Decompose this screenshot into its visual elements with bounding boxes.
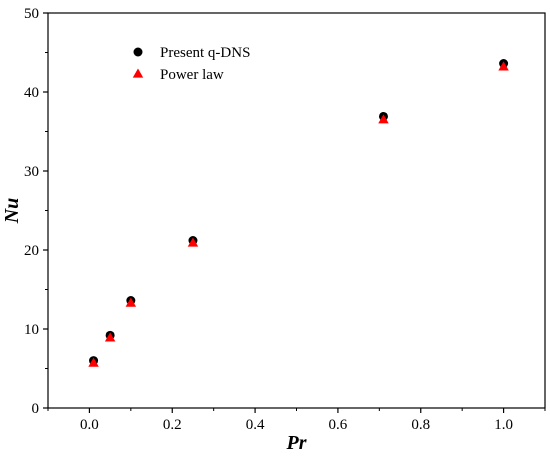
legend-label-present-q-dns: Present q-DNS [160,45,250,61]
x-tick-label: 0.6 [329,417,348,433]
point-power-law [187,237,199,247]
data-points [88,59,509,367]
legend-marker-circle [133,47,143,57]
y-tick-label: 40 [24,85,39,101]
legend-item-present-q-dns: Present q-DNS [133,45,250,61]
point-power-law [378,114,389,124]
y-axis-title: Nu [1,198,23,225]
x-tick-label: 0.0 [80,417,99,433]
x-tick-label: 0.8 [411,417,430,433]
point-power-law [498,61,509,71]
legend: Present q-DNS Power law [132,45,250,83]
y-tick-label: 0 [32,401,40,417]
y-tick-label: 30 [24,164,39,180]
y-tick-label: 10 [24,322,39,338]
tick-labels: 0.0 0.2 0.4 0.6 0.8 1.0 0 10 20 30 40 50 [24,6,513,433]
legend-label-power-law: Power law [160,67,224,83]
tick-marks [43,12,546,413]
legend-item-power-law: Power law [132,67,224,83]
y-tick-label: 50 [24,6,39,22]
x-tick-label: 0.2 [163,417,182,433]
point-power-law [104,332,116,342]
x-tick-label: 0.4 [246,417,265,433]
point-power-law [88,357,99,367]
x-axis-title: Pr [286,432,307,454]
point-power-law [125,297,137,307]
y-tick-label: 20 [24,243,39,259]
x-tick-label: 1.0 [494,417,513,433]
plot-frame [47,12,546,409]
legend-marker-triangle [132,68,144,78]
